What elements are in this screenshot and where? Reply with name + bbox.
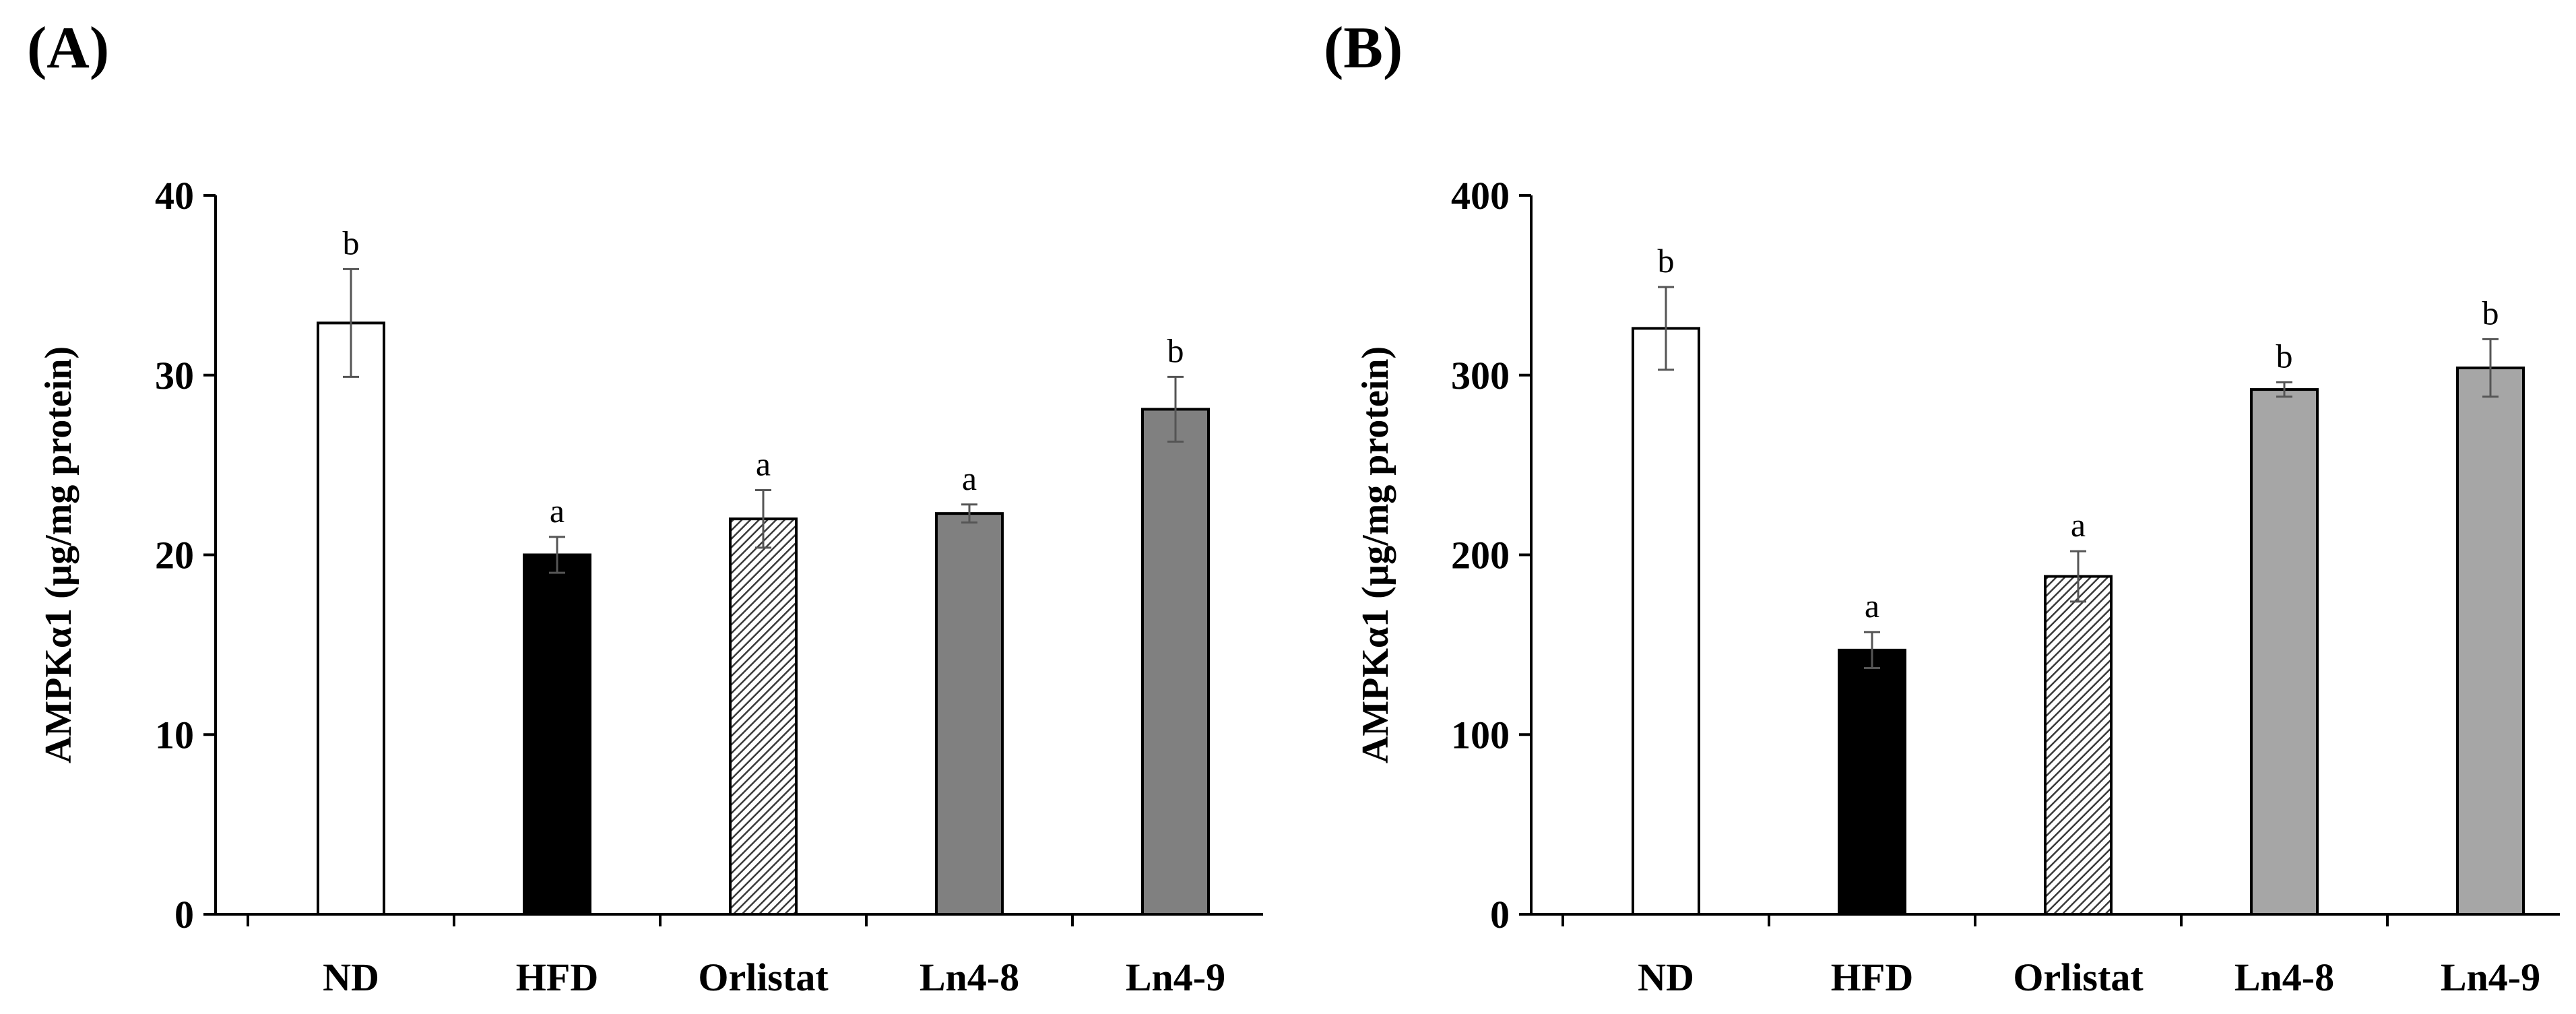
chart-a-y-tick-label: 20 [155, 534, 194, 577]
chart-a-bar-hfd [523, 553, 591, 916]
chart-a-category-label: Orlistat [698, 955, 829, 999]
chart-b-significance-label: a [2071, 506, 2086, 544]
chart-b-bar-hfd [1838, 648, 1906, 916]
chart-b-category-label: HFD [1831, 955, 1913, 999]
chart-a-bar-ln4-8 [935, 512, 1004, 916]
chart-panel-b: 0 100 200 300 400 AMPKα1 (µg/mg protein) b ND a H… [1355, 174, 2560, 999]
chart-b-y-axis-title: AMPKα1 (µg/mg protein) [1355, 346, 1396, 763]
chart-a-significance-label: b [343, 224, 360, 261]
chart-b-y-tick-label: 400 [1451, 174, 1510, 218]
chart-a-bar-nd [317, 321, 385, 916]
chart-a-bar-orlistat [729, 517, 798, 916]
chart-b-y-tick-label: 200 [1451, 534, 1510, 577]
chart-a-category-label: ND [323, 955, 379, 999]
chart-a-significance-label: a [550, 492, 565, 530]
chart-a-category-label: Ln4-8 [920, 955, 1019, 999]
chart-b-y-tick-label: 100 [1451, 713, 1510, 757]
chart-a-significance-label: b [1167, 331, 1184, 369]
chart-b-significance-label: b [2276, 337, 2293, 375]
chart-b-significance-label: b [1658, 242, 1675, 280]
chart-a-y-tick-label: 0 [174, 893, 194, 937]
chart-b-category-label: Ln4-9 [2441, 955, 2540, 999]
chart-a-y-tick-label: 40 [155, 174, 194, 218]
chart-a-bar-ln4-9 [1141, 408, 1210, 916]
chart-b-y-tick-label: 300 [1451, 354, 1510, 398]
chart-b-bar-orlistat [2044, 575, 2113, 916]
chart-a-category-label: Ln4-9 [1126, 955, 1225, 999]
chart-b-bar-ln4-9 [2456, 367, 2525, 916]
chart-b-significance-label: a [1865, 587, 1879, 625]
chart-b-bar-nd [1632, 327, 1700, 916]
chart-a-y-tick-label: 10 [155, 713, 194, 757]
panel-label-b: (B) [1324, 15, 1403, 81]
chart-b-bar-ln4-8 [2250, 388, 2319, 916]
chart-a-category-label: HFD [516, 955, 598, 999]
chart-a-significance-label: a [756, 445, 771, 482]
chart-b-category-label: Ln4-8 [2234, 955, 2334, 999]
chart-panel-a: 0 10 20 30 40 AMPKα1 (µg/mg protein) b ND a HFD a O… [38, 174, 1263, 999]
chart-b-y-tick-label: 0 [1490, 893, 1510, 937]
chart-b-category-label: ND [1638, 955, 1694, 999]
chart-b-significance-label: b [2482, 294, 2499, 331]
panel-label-a: (A) [27, 15, 109, 81]
chart-a-y-axis-title: AMPKα1 (µg/mg protein) [38, 346, 79, 763]
chart-a-y-tick-label: 30 [155, 354, 194, 398]
chart-a-significance-label: a [962, 460, 977, 497]
chart-b-category-label: Orlistat [2013, 955, 2144, 999]
